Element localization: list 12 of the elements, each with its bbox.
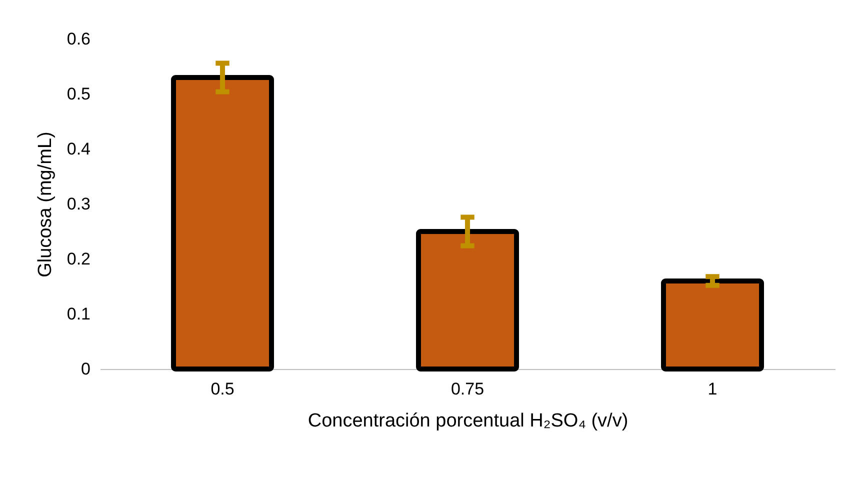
x-axis-title: Concentración porcentual H₂SO₄ (v/v) — [308, 410, 628, 432]
y-tick-label: 0.6 — [66, 30, 90, 48]
x-tick-label: 0.75 — [450, 380, 484, 398]
y-tick-label: 0.4 — [66, 140, 90, 158]
y-tick-label: 0.5 — [66, 84, 90, 104]
y-tick-label: 0.1 — [66, 304, 90, 324]
y-axis-title: Glucosa (mg/mL) — [34, 132, 56, 278]
x-tick-label: 0.5 — [210, 380, 234, 398]
y-tick-label: 0 — [81, 360, 90, 378]
y-tick-label: 0.3 — [66, 194, 90, 214]
y-tick-label: 0.2 — [66, 250, 90, 268]
x-tick-label: 1 — [708, 380, 718, 398]
